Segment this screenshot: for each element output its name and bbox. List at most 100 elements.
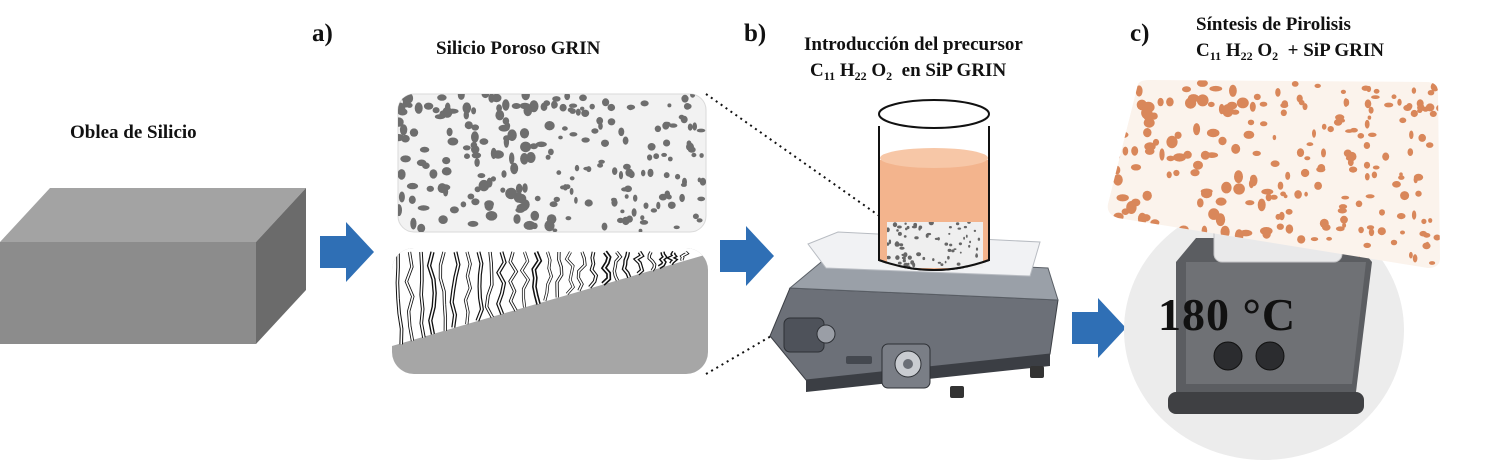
pore (697, 177, 702, 183)
pore (530, 210, 540, 221)
pore (1190, 169, 1200, 177)
pore (523, 220, 536, 230)
pore (1418, 133, 1426, 142)
step-c-label: c) (1130, 20, 1150, 47)
pore (1398, 175, 1405, 180)
pore-channel (648, 251, 656, 272)
pore (471, 152, 482, 159)
pore (1109, 127, 1122, 136)
pore (460, 201, 467, 208)
pore (1350, 127, 1358, 133)
pore (471, 198, 480, 206)
pore (559, 103, 567, 112)
pore (423, 102, 434, 110)
pore (679, 193, 685, 203)
arrow-3 (1072, 298, 1126, 358)
pore (641, 169, 646, 177)
pore (1183, 150, 1192, 159)
pore (441, 167, 452, 176)
pore-channel (420, 251, 425, 338)
pore (901, 256, 905, 260)
pore (949, 243, 953, 247)
pore (680, 182, 687, 187)
pore (510, 162, 519, 175)
pore (462, 145, 471, 151)
pore (1413, 176, 1418, 184)
pore (622, 136, 629, 145)
pore (535, 141, 547, 148)
pore (681, 94, 689, 103)
pore (584, 199, 593, 207)
pore (1363, 242, 1371, 248)
pore (1270, 160, 1280, 167)
pore (1182, 86, 1191, 93)
pore (975, 253, 978, 256)
pore (922, 256, 926, 261)
pore (601, 222, 608, 231)
pore (1253, 93, 1261, 101)
pore (1239, 229, 1253, 237)
pore (601, 139, 609, 147)
pore (1337, 207, 1347, 214)
pore (631, 208, 637, 217)
pore (463, 110, 469, 120)
pore-channel (668, 251, 677, 265)
pore (429, 169, 438, 179)
pore (1166, 135, 1178, 149)
pore (464, 121, 473, 130)
porous-silicon-top-view (397, 93, 707, 233)
pore-channel (520, 251, 530, 308)
wafer-title: Oblea de Silicio (70, 122, 197, 143)
pore (556, 170, 562, 175)
pore (643, 202, 649, 209)
pore (490, 147, 497, 160)
pore (1218, 103, 1225, 115)
pore (1406, 103, 1413, 110)
pore (1304, 156, 1311, 161)
pore (977, 237, 981, 241)
pore-channel (485, 251, 494, 318)
pore (1127, 232, 1135, 242)
pore (1343, 98, 1349, 107)
pore (897, 231, 902, 236)
pore (496, 104, 502, 112)
pore (895, 255, 900, 260)
pore (426, 185, 434, 192)
pore (654, 125, 662, 133)
pore (1333, 119, 1343, 126)
pore (398, 134, 405, 142)
pore (1234, 170, 1243, 184)
pore (503, 136, 510, 148)
pore (607, 118, 616, 126)
pore (1173, 169, 1180, 177)
pore (575, 108, 581, 116)
pore (690, 94, 696, 98)
pore-channel (634, 251, 644, 275)
pore (502, 117, 510, 125)
pore (959, 251, 962, 254)
pore (947, 255, 950, 260)
pore (519, 128, 530, 139)
pore-channel (565, 251, 575, 295)
pore (887, 255, 891, 260)
pore (1310, 237, 1319, 242)
pore (495, 110, 505, 121)
pore (565, 216, 572, 221)
pore (519, 102, 531, 110)
pore (502, 99, 510, 111)
precursor-title: Introducción del precursor C11 H22 O2 en… (804, 32, 1023, 89)
pore (1142, 108, 1153, 121)
pore (574, 196, 578, 204)
pore (1365, 194, 1375, 199)
pore (1166, 97, 1174, 107)
pore (597, 163, 604, 168)
pore (591, 128, 599, 134)
pore (696, 218, 703, 223)
pore (589, 103, 595, 110)
pore (1236, 97, 1249, 109)
pore (477, 173, 486, 179)
pore (1215, 197, 1227, 206)
pore (647, 168, 654, 178)
pore (940, 263, 944, 266)
pore (484, 200, 494, 211)
